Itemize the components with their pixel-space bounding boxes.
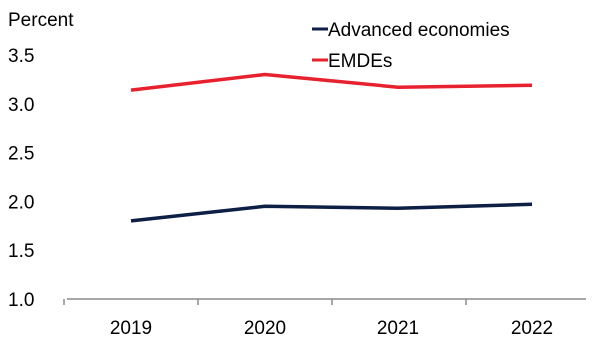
y-tick-label: 2.5: [8, 144, 34, 165]
x-tick-label: 2022: [511, 318, 553, 339]
legend-label-emdes: EMDEs: [328, 51, 392, 72]
y-tick-label: 1.0: [8, 290, 34, 311]
legend-label-advanced: Advanced economies: [328, 20, 510, 41]
series-line-advanced-economies: [130, 202, 533, 223]
y-tick-label: 3.0: [8, 95, 34, 116]
y-axis-ticks: 1.0 1.5 2.0 2.5 3.0 3.5: [8, 46, 34, 311]
y-axis-title: Percent: [8, 10, 74, 31]
x-tick-label: 2019: [110, 318, 152, 339]
series-lines: [130, 72, 533, 223]
x-tick-label: 2021: [377, 318, 419, 339]
legend: Advanced economies EMDEs: [312, 20, 510, 72]
y-tick-label: 2.0: [8, 192, 34, 213]
x-axis: 2019 2020 2021 2022: [63, 298, 586, 339]
legend-item-advanced: Advanced economies: [312, 20, 510, 41]
series-line-emdes: [130, 72, 533, 92]
y-tick-label: 3.5: [8, 46, 34, 67]
x-tick-label: 2020: [244, 318, 286, 339]
y-tick-label: 1.5: [8, 241, 34, 262]
legend-item-emdes: EMDEs: [312, 51, 392, 72]
